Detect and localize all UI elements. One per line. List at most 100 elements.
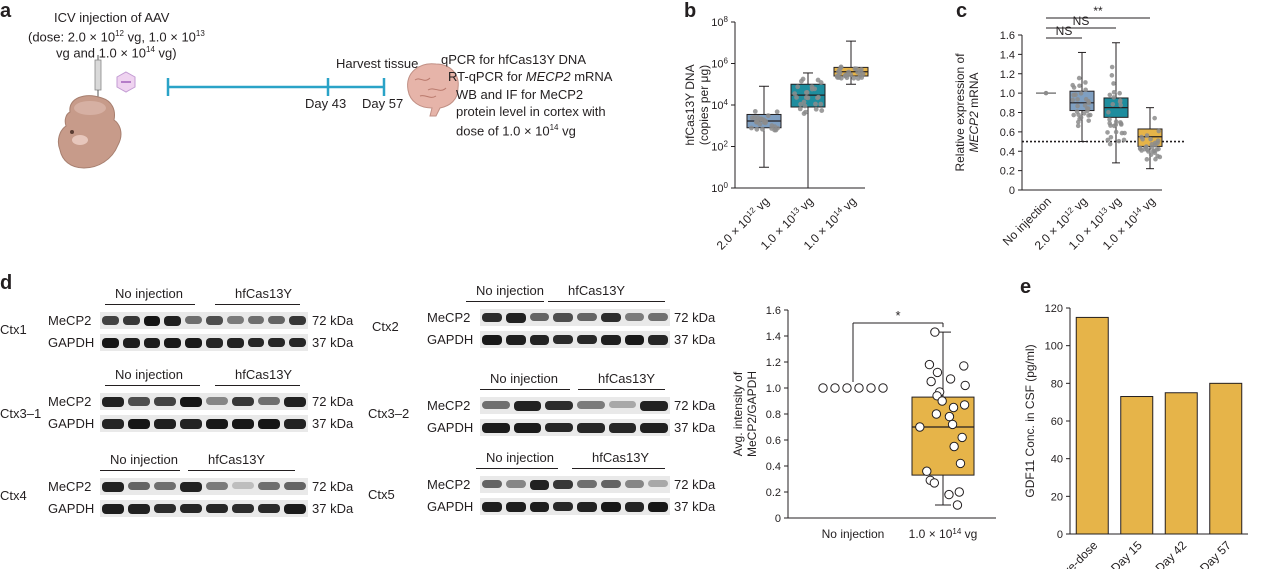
blot-band: [232, 504, 254, 514]
b-point: [803, 95, 809, 100]
c-point: [1108, 134, 1114, 140]
blot-band: [505, 335, 526, 345]
blot-band: [600, 313, 621, 323]
blot-kda-label: 37 kDa: [674, 499, 716, 514]
blot-band: [289, 338, 306, 348]
c-point: [1117, 90, 1122, 96]
b-point: [795, 84, 801, 90]
panel-label-a: a: [0, 0, 12, 22]
blot-kda-label: 72 kDa: [674, 310, 716, 325]
blot-group-label: No injection: [115, 367, 183, 382]
blot-group-label: hfCas13Y: [208, 452, 266, 467]
c-sig-label: **: [1093, 4, 1103, 18]
b-point: [774, 109, 780, 115]
c-point: [1111, 81, 1116, 86]
blot-band: [226, 316, 244, 324]
blot-band: [505, 480, 526, 488]
b-point: [760, 126, 765, 132]
blot-band: [600, 480, 621, 489]
c-point: [1071, 112, 1076, 118]
e-ytick-label: 40: [1051, 454, 1063, 466]
c-point: [1116, 138, 1122, 144]
blot-membrane-strip: [480, 309, 670, 326]
blot-band: [505, 313, 526, 323]
dq-point-hfcas13y: [952, 500, 963, 510]
blot-band: [122, 316, 140, 326]
blot-region-label-ctx4: Ctx4: [0, 488, 27, 503]
dq-point-no-injection: [854, 383, 864, 393]
blot-band: [284, 397, 306, 407]
blot-kda-label: 37 kDa: [312, 335, 354, 350]
dq-point-hfcas13y: [955, 458, 966, 469]
e-bar: [1120, 396, 1154, 535]
dq-point-hfcas13y: [945, 374, 956, 384]
c-point: [1118, 102, 1124, 108]
b-point: [799, 78, 804, 84]
blot-band: [247, 338, 265, 348]
blot-band: [284, 504, 306, 514]
dq-ytick-label: 1.0: [766, 383, 781, 395]
blot-protein-label: GAPDH: [48, 416, 95, 431]
blot-group-label: No injection: [486, 450, 554, 465]
c-point: [1107, 92, 1113, 98]
b-point: [754, 126, 760, 132]
dq-ytick-label: 0: [775, 513, 781, 525]
blot-band: [154, 419, 176, 429]
blot-band: [608, 401, 637, 409]
blot-band: [600, 335, 621, 345]
blot-kda-label: 37 kDa: [312, 501, 354, 516]
c-point: [1113, 129, 1119, 135]
c-point: [1107, 141, 1113, 147]
blot-band: [180, 482, 202, 492]
dq-point-hfcas13y: [948, 402, 959, 413]
aav-icon: [116, 71, 136, 93]
c-ytick-label: 1.0: [1000, 88, 1015, 100]
c-point: [1118, 120, 1123, 125]
b-point: [818, 101, 824, 107]
blot-band: [102, 482, 124, 492]
blot-membrane-strip: [100, 478, 308, 495]
blot-band: [640, 401, 668, 411]
c-ytick-label: 0.6: [1000, 127, 1015, 139]
blot-band: [529, 480, 550, 490]
blot-band: [577, 401, 605, 409]
b-ytick-label: 106: [711, 57, 728, 71]
blot-band: [232, 419, 254, 429]
blot-band: [268, 316, 286, 325]
blot-band: [577, 313, 597, 322]
blot-group-line: [572, 468, 665, 469]
blot-protein-label: GAPDH: [427, 499, 474, 514]
c-point: [1155, 153, 1160, 159]
blot-group-line: [578, 389, 665, 390]
blot-band: [284, 419, 306, 429]
e-x-label: Pre-dose: [1056, 538, 1101, 569]
blot-band: [185, 338, 202, 348]
blot-band: [577, 502, 597, 512]
c-ytick-label: 1.6: [1000, 30, 1015, 42]
blot-group-label: hfCas13Y: [568, 283, 626, 298]
c-point: [1140, 136, 1145, 142]
blot-band: [258, 482, 280, 491]
c-point: [1156, 128, 1162, 134]
blot-band: [545, 423, 573, 433]
e-x-label: Day 42: [1153, 538, 1190, 569]
blot-kda-label: 37 kDa: [674, 420, 716, 435]
injection-dose-line: (dose: 2.0 × 1012 vg, 1.0 × 1013: [28, 29, 205, 45]
blot-band: [206, 482, 228, 490]
c-sig-label: NS: [1073, 14, 1090, 28]
blot-group-label: hfCas13Y: [235, 286, 293, 301]
blot-band: [482, 313, 502, 323]
c-point: [1043, 90, 1049, 96]
c-point: [1078, 115, 1084, 120]
e-bar: [1209, 382, 1243, 535]
b-point: [758, 116, 764, 122]
blot-band: [154, 482, 176, 491]
blot-band: [289, 316, 306, 326]
c-point: [1110, 101, 1116, 107]
b-point: [752, 109, 758, 114]
dq-point-hfcas13y: [944, 411, 955, 422]
b-point: [763, 120, 768, 126]
c-point: [1070, 82, 1075, 88]
b-point: [797, 106, 803, 112]
blot-band: [648, 313, 668, 322]
